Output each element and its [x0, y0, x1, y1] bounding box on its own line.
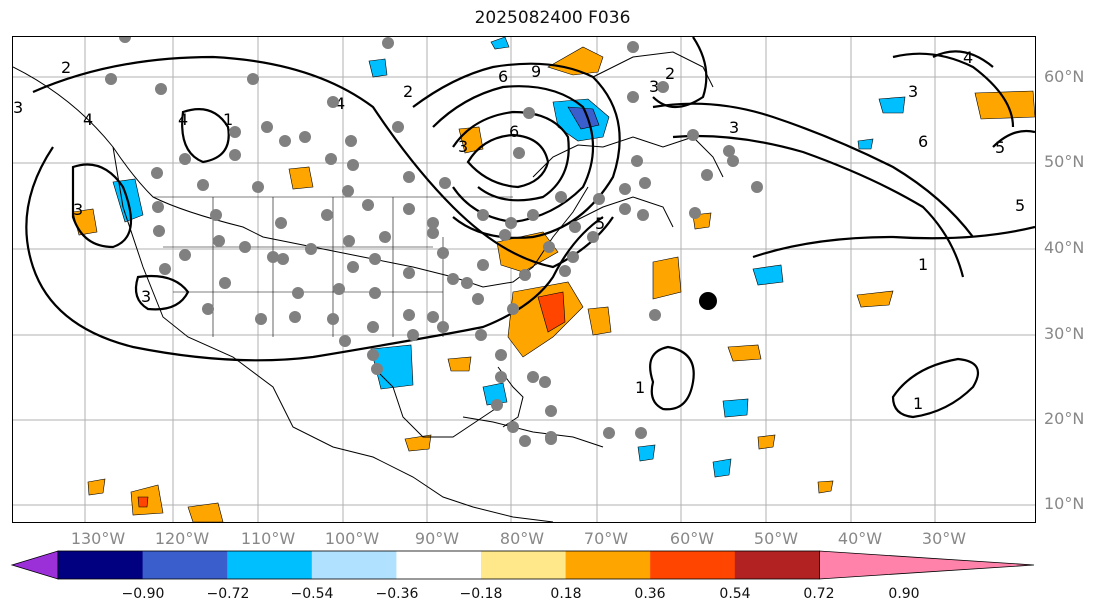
lat-label: 50°N	[1044, 152, 1085, 171]
contour-label: 6	[918, 132, 928, 151]
colorbar-tick-label: −0.90	[121, 586, 165, 602]
contour-label: 9	[531, 62, 541, 81]
contour-label: 4	[83, 110, 93, 129]
colorbar-tick-label: −0.54	[290, 586, 334, 602]
lon-label: 130°W	[70, 529, 126, 548]
lon-label: 30°W	[921, 529, 967, 548]
contour-label: 3	[73, 200, 83, 219]
colorbar	[10, 550, 1035, 580]
lon-label: 80°W	[499, 529, 545, 548]
lat-label: 10°N	[1044, 494, 1085, 513]
graticule	[13, 37, 1035, 522]
map-panel: 2 3 4 4 3 1 3 2 3 4 5 6 9 3 6 2 3 4 3 6 …	[12, 36, 1036, 523]
lon-label: 60°W	[669, 529, 715, 548]
colorbar-tick-label: −0.18	[459, 586, 503, 602]
colorbar-tick-label: 0.54	[719, 586, 751, 602]
colorbar-tick-label: 0.36	[634, 586, 666, 602]
contour-label: 4	[963, 48, 973, 67]
colorbar-extend-max	[819, 550, 1035, 580]
contour-label: 3	[458, 137, 468, 156]
contour-label: 3	[908, 82, 918, 101]
contour-label: 5	[1015, 196, 1025, 215]
contour-label: 3	[649, 77, 659, 96]
lon-label: 50°W	[753, 529, 799, 548]
lat-label: 20°N	[1044, 409, 1085, 428]
contour-label: 1	[918, 255, 928, 274]
contour-label-group: 2 3 4 4 3 1 3 2 3 4 5 6 9 3 6 2 3 4 3 6 …	[13, 48, 1025, 413]
colorbar-tick-label: −0.36	[375, 586, 419, 602]
colorbar-tick-label: −0.72	[206, 586, 250, 602]
contour-label: 1	[223, 110, 233, 129]
contour-label: 3	[141, 287, 151, 306]
contour-label: 6	[498, 67, 508, 86]
colorbar-segment	[227, 551, 313, 579]
lat-label: 30°N	[1044, 324, 1085, 343]
contour-label: 6	[509, 122, 519, 141]
colorbar-segment	[58, 551, 144, 579]
contour-label: 4	[335, 94, 345, 113]
colorbar-tick-label: 0.90	[888, 586, 920, 602]
station-markers	[105, 37, 763, 447]
contour-label: 1	[913, 394, 923, 413]
colorbar-segment	[481, 551, 567, 579]
colorbar-segment	[142, 551, 228, 579]
colorbar-tick-label: 0.72	[803, 586, 835, 602]
coastlines	[13, 51, 724, 522]
storm-center-marker	[699, 292, 717, 310]
contour-label: 2	[403, 82, 413, 101]
map-svg: 2 3 4 4 3 1 3 2 3 4 5 6 9 3 6 2 3 4 3 6 …	[13, 37, 1035, 522]
contour-label: 2	[61, 58, 71, 77]
contour-label: 3	[13, 98, 23, 117]
contour-label: 3	[729, 118, 739, 137]
lon-label: 90°W	[414, 529, 460, 548]
lat-label: 40°N	[1044, 238, 1085, 257]
contour-label: 5	[995, 138, 1005, 157]
contour-label: 4	[178, 110, 188, 129]
colorbar-outline	[57, 550, 820, 580]
contour-label: 1	[635, 378, 645, 397]
lon-label: 100°W	[324, 529, 380, 548]
lon-label: 70°W	[583, 529, 629, 548]
lon-label: 40°W	[837, 529, 883, 548]
colorbar-segment	[396, 551, 482, 579]
lon-label: 120°W	[154, 529, 210, 548]
lat-label: 60°N	[1044, 67, 1085, 86]
lon-label: 110°W	[240, 529, 296, 548]
colorbar-tick-label: 0.18	[550, 586, 582, 602]
colorbar-segment	[565, 551, 651, 579]
colorbar-segment	[734, 551, 820, 579]
contour-lines	[25, 37, 1035, 419]
colorbar-segment	[650, 551, 736, 579]
colorbar-segment	[311, 551, 397, 579]
anomaly-shading	[72, 37, 1035, 522]
contour-label: 2	[665, 64, 675, 83]
map-title: 2025082400 F036	[474, 8, 631, 28]
colorbar-extend-min	[10, 550, 59, 580]
contour-label: 5	[595, 214, 605, 233]
